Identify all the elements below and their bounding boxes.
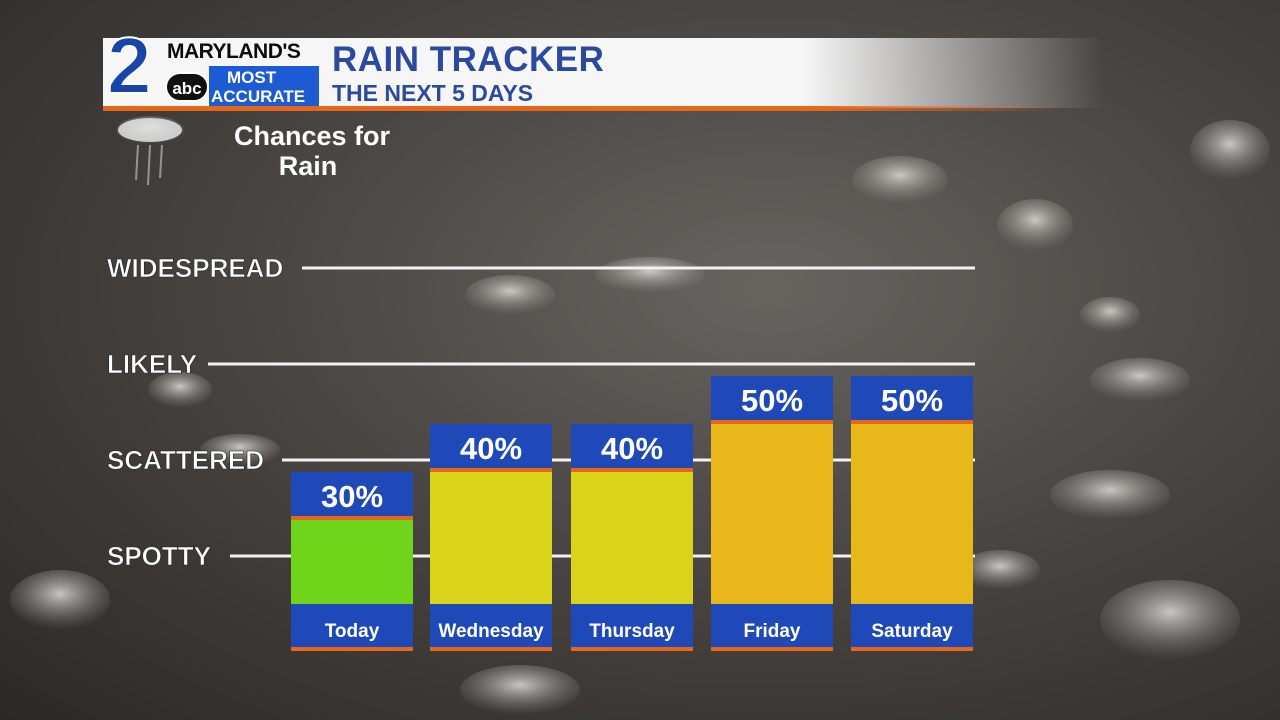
logo-most-accurate-box bbox=[209, 66, 319, 106]
level-label-scattered: SCATTERED bbox=[107, 445, 264, 475]
category-box-friday bbox=[711, 604, 833, 651]
category-label-wednesday: Wednesday bbox=[438, 621, 544, 642]
axis-title-line-1: Chances for bbox=[234, 121, 391, 151]
level-label-widespread: WIDESPREAD bbox=[107, 253, 283, 283]
bar-thursday bbox=[571, 472, 693, 604]
page-title: RAIN TRACKER bbox=[332, 40, 605, 79]
rain-cloud-icon bbox=[118, 118, 182, 186]
category-box-today bbox=[291, 604, 413, 651]
bar-cap-accent-thursday bbox=[571, 468, 693, 472]
bar-cap-friday bbox=[711, 376, 833, 424]
value-label-saturday: 50% bbox=[881, 383, 943, 418]
bar-group-today: 30% Today bbox=[291, 472, 413, 651]
bar-group-thursday: 40% Thursday bbox=[571, 424, 693, 651]
bar-cap-thursday bbox=[571, 424, 693, 472]
category-label-saturday: Saturday bbox=[871, 621, 953, 642]
bar-cap-accent-today bbox=[291, 516, 413, 520]
category-box-wednesday bbox=[430, 604, 552, 651]
logo-most-text: MOST bbox=[227, 68, 277, 87]
bar-cap-accent-wednesday bbox=[430, 468, 552, 472]
level-label-likely: LIKELY bbox=[107, 349, 197, 379]
bar-wednesday bbox=[430, 472, 552, 604]
bar-friday bbox=[711, 424, 833, 604]
category-accent-today bbox=[291, 647, 413, 651]
page-subtitle: THE NEXT 5 DAYS bbox=[332, 80, 534, 106]
bar-cap-today bbox=[291, 472, 413, 520]
bar-today bbox=[291, 520, 413, 604]
value-label-today: 30% bbox=[321, 479, 383, 514]
category-label-today: Today bbox=[325, 621, 380, 642]
value-label-thursday: 40% bbox=[601, 431, 663, 466]
category-accent-friday bbox=[711, 647, 833, 651]
logo-maryland-text: MARYLAND'S bbox=[167, 40, 301, 63]
bar-group-friday: 50% Friday bbox=[711, 376, 833, 651]
bar-cap-accent-saturday bbox=[851, 420, 973, 424]
bar-group-saturday: 50% Saturday bbox=[851, 376, 973, 651]
category-box-thursday bbox=[571, 604, 693, 651]
value-label-friday: 50% bbox=[741, 383, 803, 418]
bar-saturday bbox=[851, 424, 973, 604]
category-label-thursday: Thursday bbox=[589, 621, 675, 642]
logo-number: 2 bbox=[106, 21, 152, 110]
bar-group-wednesday: 40% Wednesday bbox=[430, 424, 552, 651]
category-accent-wednesday bbox=[430, 647, 552, 651]
category-accent-thursday bbox=[571, 647, 693, 651]
abc-logo-icon: abc bbox=[165, 72, 209, 102]
bar-cap-accent-friday bbox=[711, 420, 833, 424]
category-label-friday: Friday bbox=[743, 621, 800, 642]
station-logo: 2 MARYLAND'S MOST ACCURATE abc bbox=[103, 25, 319, 108]
bar-cap-saturday bbox=[851, 376, 973, 424]
level-label-spotty: SPOTTY bbox=[107, 541, 211, 571]
value-label-wednesday: 40% bbox=[460, 431, 522, 466]
category-accent-saturday bbox=[851, 647, 973, 651]
logo-accurate-text: ACCURATE bbox=[211, 87, 306, 106]
header-accent-line bbox=[103, 106, 1063, 111]
category-box-saturday bbox=[851, 604, 973, 651]
axis-title-line-2: Rain bbox=[279, 151, 338, 181]
bar-cap-wednesday bbox=[430, 424, 552, 472]
